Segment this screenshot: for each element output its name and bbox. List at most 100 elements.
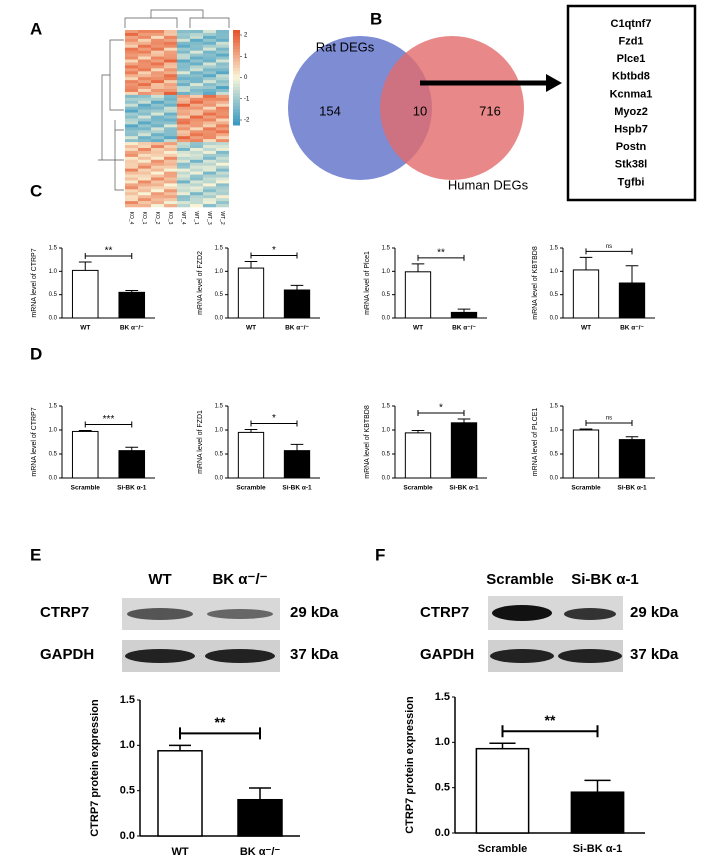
heatmap-cell [125, 44, 138, 48]
heatmap-cell [125, 195, 138, 199]
heatmap-cell [138, 47, 151, 51]
heatmap-cell [177, 150, 190, 155]
heatmap-cell [125, 32, 138, 37]
heatmap-cell [138, 139, 151, 143]
heatmap-cell [138, 50, 151, 54]
heatmap-cell [216, 189, 229, 193]
heatmap-cell [125, 86, 138, 90]
heatmap-cell [125, 165, 138, 169]
heatmap-cell [138, 177, 151, 181]
heatmap-column-label: KO_4 [128, 212, 134, 225]
y-axis-label: mRNA level of PLCE1 [532, 408, 539, 477]
panel-label: C [30, 181, 42, 200]
gene: Stk38l [615, 159, 647, 171]
heatmap-cell [151, 86, 164, 90]
heatmap-cell [125, 112, 138, 116]
heatmap-cell [125, 115, 138, 119]
size-label: 29 kDa [290, 604, 339, 621]
heatmap-cell [164, 68, 177, 72]
band [207, 609, 273, 619]
heatmap-cell [138, 56, 151, 60]
heatmap-cell [125, 177, 138, 181]
heatmap-cell [177, 77, 190, 81]
heatmap-cell [125, 124, 138, 128]
error-bar [78, 429, 92, 432]
significance-bracket [84, 421, 133, 428]
heatmap-cell [177, 153, 190, 158]
colorbar-cell [233, 52, 240, 56]
heatmap-cell [138, 121, 151, 125]
heatmap-cell [203, 136, 216, 140]
significance-label: ns [606, 416, 612, 422]
heatmap-cell [125, 133, 138, 137]
heatmap-cell [203, 118, 216, 122]
bar [404, 432, 432, 479]
heatmap-cell [203, 35, 216, 40]
heatmap-cell [164, 47, 177, 51]
heatmap-cell [125, 100, 138, 105]
gene: Kbtbd8 [612, 71, 650, 83]
heatmap-cell [216, 71, 229, 75]
heatmap-cell [190, 142, 203, 146]
y-tick-label: 1.5 [215, 404, 224, 410]
heatmap-cell [177, 148, 190, 152]
colorbar-cell [233, 71, 240, 75]
heatmap-cell [151, 97, 164, 102]
heatmap-cell [216, 133, 229, 137]
heatmap-cell [164, 198, 177, 202]
colorbar-tick-label: -1 [244, 96, 250, 102]
heatmap-cell [164, 127, 177, 131]
heatmap-cell [177, 189, 190, 193]
heatmap-cell [190, 53, 203, 57]
heatmap-cell [190, 156, 203, 161]
heatmap-cell [216, 168, 229, 172]
y-tick-label: 1.5 [215, 246, 224, 252]
heatmap-cell [190, 121, 203, 125]
heatmap-cell [216, 153, 229, 158]
heatmap-cell [190, 183, 203, 187]
x-tick-label: WT [246, 325, 256, 332]
heatmap-cell [151, 77, 164, 81]
heatmap-cell [190, 201, 203, 205]
heatmap-cell [216, 165, 229, 169]
bar [618, 439, 646, 479]
heatmap-cell [216, 68, 229, 72]
y-tick-label: 0.5 [215, 452, 224, 458]
heatmap-cell [190, 30, 203, 34]
x-tick-label: Scramble [478, 843, 528, 855]
heatmap-cell [177, 74, 190, 78]
x-tick-label: Si-BK α-1 [282, 485, 312, 492]
heatmap-cell [177, 35, 190, 40]
heatmap-cell [125, 162, 138, 166]
heatmap-cell [125, 186, 138, 190]
colorbar-cell [233, 77, 240, 82]
heatmap-cell [164, 192, 177, 196]
colorbar-cell [233, 49, 240, 53]
bar [570, 791, 625, 834]
heatmap-cell [203, 41, 216, 46]
heatmap-cell [190, 180, 203, 184]
heatmap-cell [216, 204, 229, 208]
heatmap-cell [216, 94, 229, 99]
heatmap-cell [190, 32, 203, 37]
heatmap-cell [138, 94, 151, 99]
heatmap-cell [151, 180, 164, 184]
heatmap-cell [151, 74, 164, 78]
heatmap-cell [203, 80, 216, 84]
heatmap-cell [177, 139, 190, 143]
error-bar [244, 261, 258, 269]
heatmap-cell [203, 32, 216, 37]
heatmap-cell [177, 100, 190, 105]
heatmap-cell [125, 83, 138, 87]
heatmap-cell [138, 156, 151, 161]
heatmap-cell [203, 127, 216, 131]
heatmap-cell [151, 148, 164, 152]
heatmap-cell [190, 41, 203, 46]
heatmap-cell [138, 59, 151, 63]
heatmap-cell [125, 171, 138, 175]
heatmap-cell [203, 150, 216, 155]
lane-label: BK α⁻/⁻ [212, 571, 267, 588]
heatmap-cell [125, 159, 138, 164]
heatmap-cell [125, 204, 138, 208]
heatmap-cell [177, 198, 190, 202]
